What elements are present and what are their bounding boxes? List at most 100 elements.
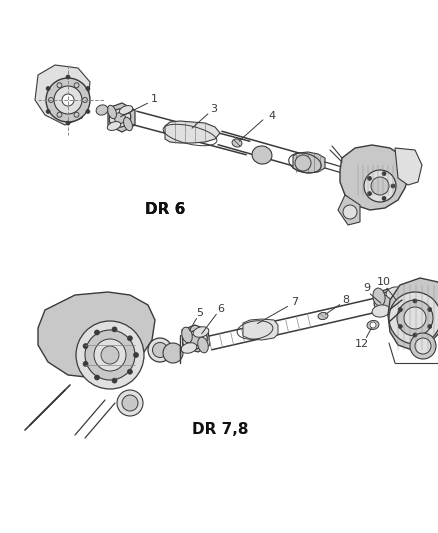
Ellipse shape [413, 299, 417, 303]
Ellipse shape [318, 312, 328, 320]
Ellipse shape [101, 346, 119, 364]
Ellipse shape [85, 330, 135, 380]
Ellipse shape [397, 300, 433, 336]
Text: 8: 8 [343, 295, 350, 305]
Ellipse shape [76, 321, 144, 389]
Ellipse shape [127, 369, 132, 374]
Ellipse shape [398, 308, 402, 311]
Ellipse shape [96, 105, 108, 115]
Ellipse shape [413, 333, 417, 337]
Ellipse shape [46, 109, 50, 114]
Ellipse shape [198, 337, 208, 353]
Ellipse shape [232, 139, 242, 147]
Ellipse shape [343, 205, 357, 219]
Ellipse shape [370, 322, 376, 328]
Ellipse shape [86, 109, 90, 114]
Ellipse shape [152, 343, 167, 358]
Ellipse shape [193, 327, 209, 337]
Ellipse shape [381, 295, 395, 309]
Ellipse shape [66, 121, 70, 125]
Ellipse shape [148, 338, 172, 362]
Ellipse shape [117, 390, 143, 416]
Ellipse shape [108, 106, 117, 119]
Ellipse shape [252, 146, 272, 164]
Polygon shape [165, 121, 220, 143]
Text: 10: 10 [377, 277, 391, 287]
Ellipse shape [371, 177, 389, 195]
Ellipse shape [107, 122, 121, 131]
Ellipse shape [183, 330, 207, 349]
Ellipse shape [415, 338, 431, 354]
Polygon shape [340, 145, 410, 210]
Ellipse shape [428, 325, 432, 328]
Ellipse shape [182, 327, 192, 343]
Text: DR 7,8: DR 7,8 [192, 423, 248, 438]
Ellipse shape [54, 86, 82, 114]
Ellipse shape [49, 98, 53, 102]
Ellipse shape [163, 343, 183, 363]
Ellipse shape [95, 375, 99, 380]
Ellipse shape [382, 196, 386, 200]
Ellipse shape [46, 78, 90, 122]
Ellipse shape [372, 305, 390, 317]
Ellipse shape [57, 83, 62, 88]
Ellipse shape [74, 112, 79, 117]
Ellipse shape [389, 292, 438, 344]
Ellipse shape [391, 184, 395, 188]
Polygon shape [375, 289, 402, 315]
Ellipse shape [382, 172, 386, 176]
Ellipse shape [367, 320, 379, 329]
Ellipse shape [404, 307, 426, 329]
Text: 7: 7 [291, 297, 299, 307]
Ellipse shape [83, 344, 88, 349]
Text: 4: 4 [268, 111, 276, 121]
Ellipse shape [122, 395, 138, 411]
Ellipse shape [373, 288, 385, 306]
Ellipse shape [66, 75, 70, 79]
Ellipse shape [134, 352, 138, 358]
Ellipse shape [112, 378, 117, 383]
Ellipse shape [124, 117, 132, 131]
Ellipse shape [46, 86, 50, 91]
Ellipse shape [109, 109, 131, 127]
Ellipse shape [181, 343, 197, 353]
Ellipse shape [189, 334, 201, 346]
Ellipse shape [391, 298, 403, 316]
Ellipse shape [62, 94, 74, 106]
Polygon shape [395, 148, 422, 185]
Polygon shape [38, 292, 155, 378]
Ellipse shape [74, 83, 79, 88]
Polygon shape [293, 152, 325, 173]
Text: 5: 5 [197, 308, 204, 318]
Polygon shape [243, 319, 278, 340]
Ellipse shape [94, 339, 126, 371]
Ellipse shape [367, 192, 371, 196]
Ellipse shape [374, 292, 402, 312]
Text: DR 6: DR 6 [145, 203, 185, 217]
Text: 12: 12 [355, 339, 369, 349]
Ellipse shape [82, 98, 88, 102]
Polygon shape [182, 325, 210, 352]
Ellipse shape [86, 86, 90, 91]
Text: DR 6: DR 6 [145, 203, 185, 217]
Text: 3: 3 [211, 104, 218, 114]
Ellipse shape [57, 112, 62, 117]
Text: 1: 1 [151, 94, 158, 104]
Ellipse shape [428, 308, 432, 311]
Polygon shape [388, 278, 438, 350]
Ellipse shape [364, 170, 396, 202]
Polygon shape [108, 103, 135, 132]
Text: 6: 6 [218, 304, 225, 314]
Polygon shape [338, 195, 360, 225]
Ellipse shape [127, 336, 132, 341]
Ellipse shape [119, 106, 133, 115]
Ellipse shape [295, 155, 311, 171]
Text: 9: 9 [364, 283, 371, 293]
Ellipse shape [410, 333, 436, 359]
Ellipse shape [367, 176, 371, 180]
Ellipse shape [112, 327, 117, 332]
Ellipse shape [386, 287, 404, 299]
Ellipse shape [398, 325, 402, 328]
Ellipse shape [83, 361, 88, 366]
Polygon shape [35, 65, 90, 125]
